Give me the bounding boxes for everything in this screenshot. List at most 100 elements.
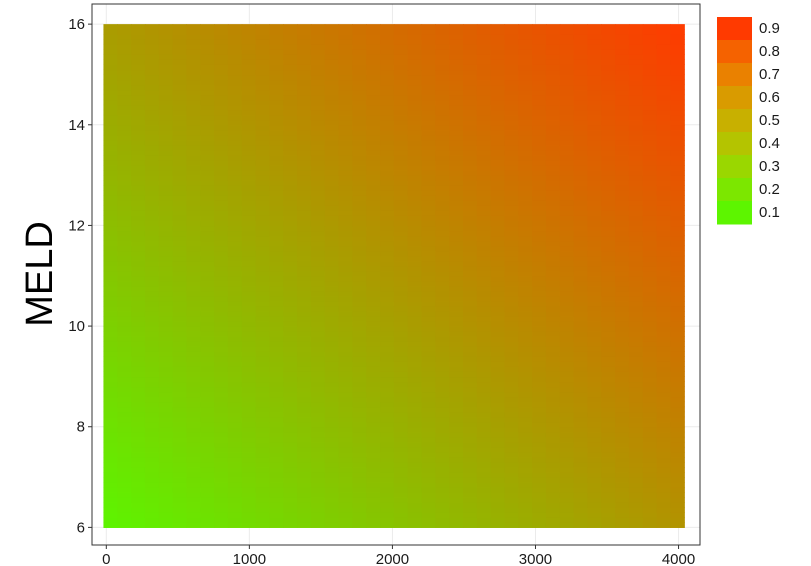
heatmap-tile — [366, 391, 381, 398]
heatmap-tile — [670, 59, 685, 65]
heatmap-tile — [117, 94, 132, 101]
heatmap-tile — [103, 346, 118, 352]
heatmap-tile — [269, 149, 284, 156]
heatmap-tile — [421, 215, 436, 221]
heatmap-tile — [393, 139, 409, 146]
heatmap-tile — [172, 215, 188, 221]
heatmap-tile — [241, 109, 257, 116]
heatmap-tile — [380, 149, 395, 156]
heatmap-tile — [545, 134, 561, 141]
heatmap-tile — [227, 134, 243, 141]
heatmap-tile — [241, 79, 257, 86]
heatmap-tile — [172, 235, 188, 242]
heatmap-tile — [642, 134, 658, 141]
heatmap-tile — [241, 517, 257, 523]
heatmap-tile — [214, 200, 229, 206]
heatmap-tile — [297, 446, 312, 453]
heatmap-tile — [504, 154, 519, 161]
plot-panel-border — [91, 3, 701, 546]
heatmap-tile — [656, 235, 672, 242]
heatmap-tile — [310, 406, 326, 413]
heatmap-tile — [200, 285, 215, 292]
heatmap-tile — [255, 250, 270, 257]
heatmap-tile — [449, 175, 464, 181]
heatmap-tile — [601, 371, 616, 378]
heatmap-tile — [380, 99, 395, 106]
heatmap-tile — [573, 230, 589, 237]
heatmap-tile — [283, 79, 298, 86]
heatmap-tile — [435, 215, 450, 221]
heatmap-tile — [642, 275, 658, 282]
legend-key — [717, 178, 752, 202]
heatmap-tile — [144, 426, 160, 433]
heatmap-tile — [227, 200, 243, 206]
heatmap-tile — [656, 487, 672, 493]
heatmap-tile — [490, 351, 506, 357]
heatmap-tile — [283, 497, 298, 503]
heatmap-tile — [670, 260, 685, 267]
heatmap-tile — [532, 381, 547, 388]
heatmap-tile — [310, 185, 326, 191]
heatmap-tile — [615, 119, 630, 126]
heatmap-tile — [573, 49, 589, 55]
heatmap-tile — [573, 326, 589, 332]
heatmap-tile — [559, 295, 575, 302]
heatmap-tile — [324, 391, 340, 398]
heatmap-tile — [297, 250, 312, 257]
heatmap-tile — [656, 371, 672, 378]
heatmap-tile — [504, 205, 519, 211]
heatmap-tile — [449, 461, 464, 468]
heatmap-tile — [573, 99, 589, 106]
heatmap-tile — [103, 245, 118, 252]
heatmap-tile — [518, 477, 533, 483]
heatmap-tile — [255, 175, 270, 181]
heatmap-tile — [449, 290, 464, 297]
heatmap-tile — [103, 225, 118, 232]
heatmap-tile — [449, 160, 464, 166]
heatmap-tile — [297, 331, 312, 337]
heatmap-tile — [435, 431, 450, 438]
heatmap-tile — [310, 94, 326, 101]
heatmap-tile — [324, 114, 340, 121]
heatmap-tile — [628, 336, 644, 342]
heatmap-tile — [587, 129, 602, 136]
heatmap-tile — [407, 170, 423, 176]
heatmap-tile — [172, 160, 188, 166]
heatmap-tile — [283, 190, 298, 196]
heatmap-tile — [559, 507, 575, 513]
heatmap-tile — [241, 225, 257, 232]
heatmap-tile — [338, 316, 353, 322]
heatmap-tile — [158, 245, 174, 252]
heatmap-tile — [504, 49, 519, 55]
heatmap-tile — [615, 456, 630, 463]
heatmap-tile — [338, 406, 353, 413]
heatmap-tile — [269, 170, 284, 176]
heatmap-tile — [269, 230, 284, 237]
heatmap-tile — [476, 300, 492, 307]
heatmap-tile — [476, 44, 492, 50]
heatmap-tile — [338, 260, 353, 267]
heatmap-tile — [532, 185, 547, 191]
heatmap-tile — [366, 134, 381, 141]
heatmap-tile — [573, 24, 589, 30]
heatmap-tile — [463, 461, 478, 468]
heatmap-tile — [559, 502, 575, 508]
heatmap-tile — [380, 487, 395, 493]
heatmap-tile — [490, 165, 506, 171]
heatmap-tile — [269, 144, 284, 151]
heatmap-tile — [297, 487, 312, 493]
heatmap-tile — [214, 225, 229, 232]
heatmap-tile — [476, 200, 492, 206]
legend-key — [717, 86, 752, 110]
heatmap-tile — [615, 507, 630, 513]
heatmap-tile — [628, 451, 644, 458]
heatmap-tile — [421, 200, 436, 206]
heatmap-tile — [380, 482, 395, 488]
heatmap-tile — [103, 64, 118, 71]
heatmap-tile — [670, 280, 685, 287]
heatmap-tile — [463, 104, 478, 111]
heatmap-tile — [449, 436, 464, 443]
heatmap-tile — [144, 386, 160, 393]
heatmap-tile — [463, 477, 478, 483]
